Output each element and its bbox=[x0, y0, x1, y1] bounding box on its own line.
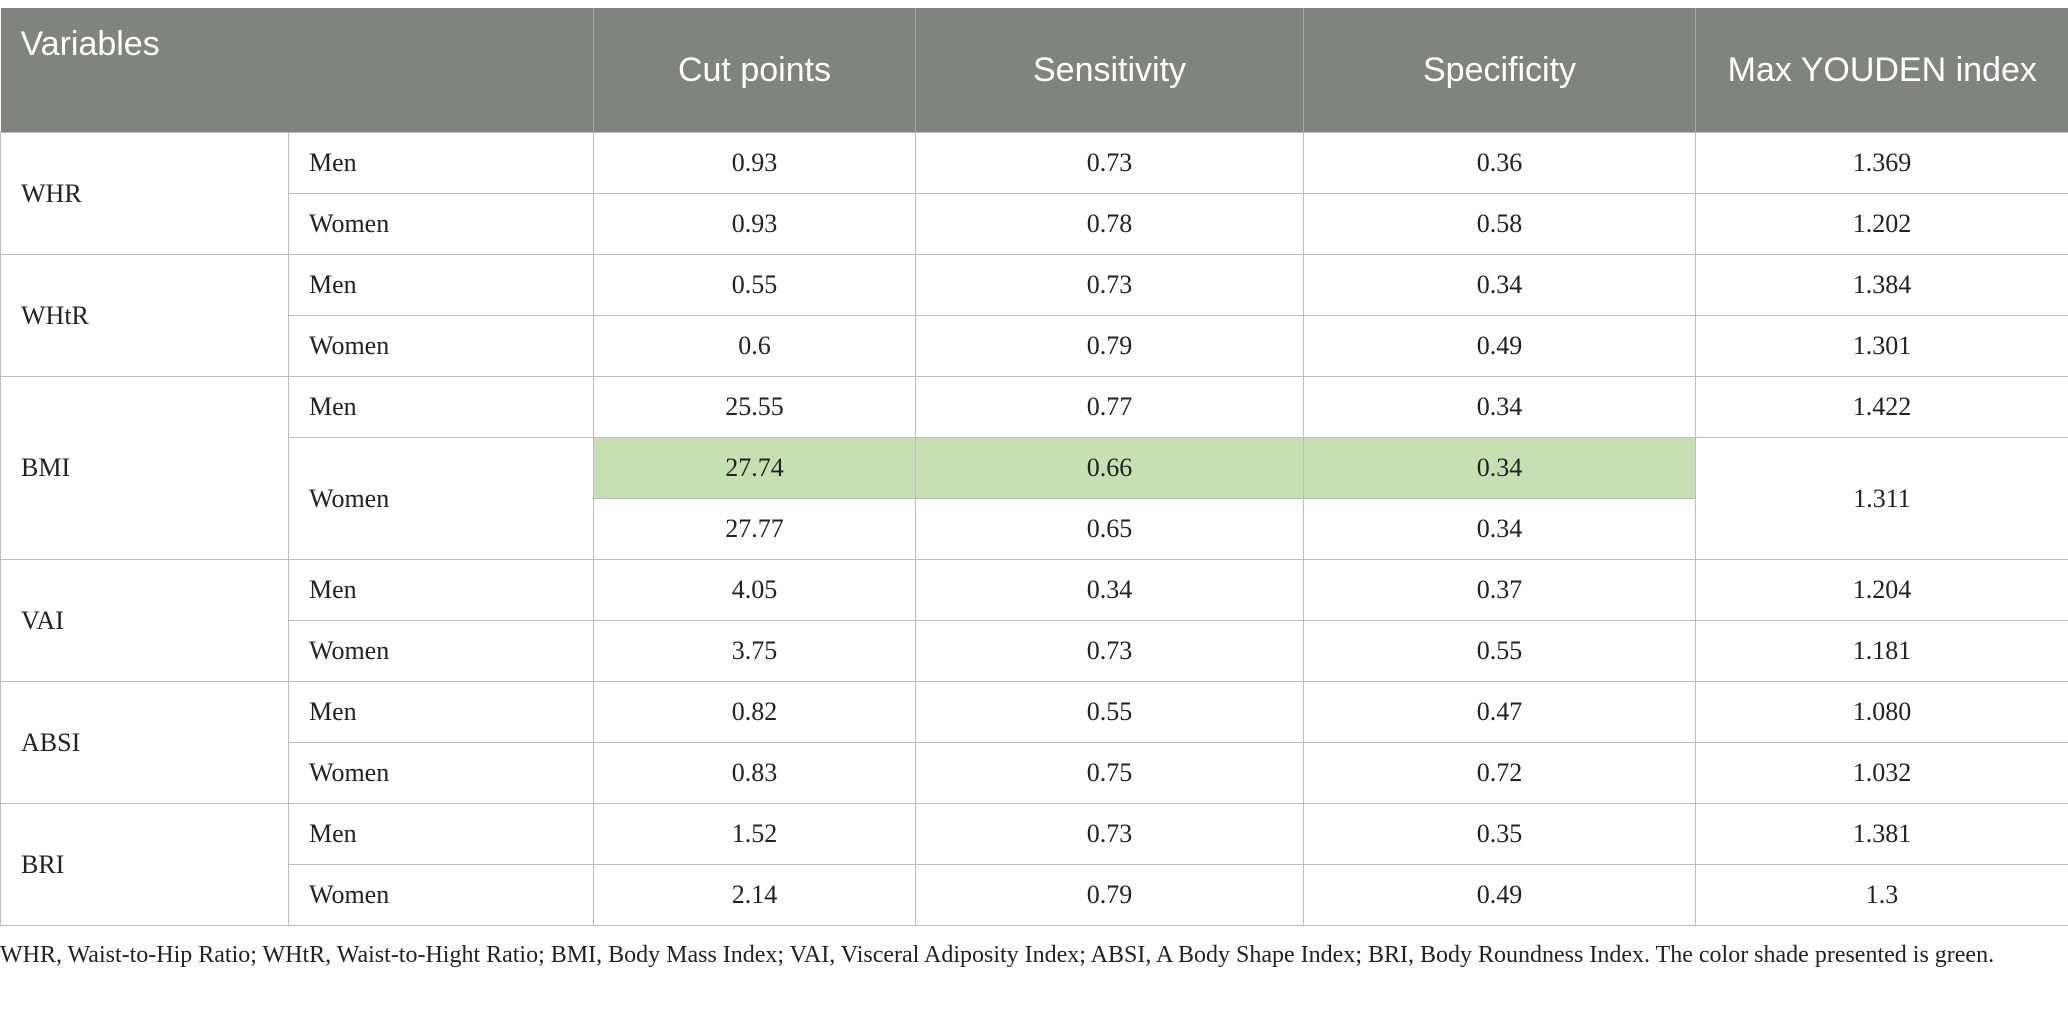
sensitivity-cell: 0.73 bbox=[915, 803, 1305, 865]
sensitivity-cell: 0.79 bbox=[915, 864, 1305, 926]
header-variables: Variables bbox=[0, 8, 595, 133]
specificity-cell: 0.34 bbox=[1303, 376, 1697, 438]
cut-point-cell: 0.93 bbox=[593, 132, 917, 194]
variable-cell: BMI bbox=[0, 376, 289, 560]
youden-cell: 1.204 bbox=[1695, 559, 2068, 621]
cut-point-cell: 4.05 bbox=[593, 559, 917, 621]
specificity-cell: 0.49 bbox=[1303, 864, 1697, 926]
table-row: WHtR Men 0.55 0.73 0.34 1.384 bbox=[0, 254, 2068, 377]
sensitivity-cell: 0.73 bbox=[915, 254, 1305, 316]
youden-cell: 1.080 bbox=[1695, 681, 2068, 743]
cut-points-table: Variables Cut points Sensitivity Specifi… bbox=[0, 8, 2068, 926]
specificity-cell: 0.55 bbox=[1303, 620, 1697, 682]
sensitivity-cell: 0.75 bbox=[915, 742, 1305, 804]
cut-point-cell: 3.75 bbox=[593, 620, 917, 682]
table-row-highlighted: Women 27.74 0.66 0.34 1.311 bbox=[1, 437, 2068, 560]
table-row: BMI Men 25.55 0.77 0.34 1.422 bbox=[0, 376, 2068, 560]
specificity-cell: 0.35 bbox=[1303, 803, 1697, 865]
youden-cell: 1.202 bbox=[1695, 193, 2068, 255]
sex-cell: Women bbox=[287, 620, 595, 682]
header-max-youden: Max YOUDEN index bbox=[1695, 8, 2068, 133]
cut-point-cell: 0.82 bbox=[593, 681, 917, 743]
specificity-cell: 0.34 bbox=[1303, 254, 1697, 316]
cut-point-cell: 0.93 bbox=[593, 193, 917, 255]
youden-cell: 1.311 bbox=[1695, 437, 2068, 560]
youden-cell: 1.3 bbox=[1695, 864, 2068, 926]
sex-cell: Women bbox=[287, 315, 595, 377]
cut-point-cell: 0.6 bbox=[593, 315, 917, 377]
specificity-cell: 0.34 bbox=[1303, 498, 1697, 560]
table-header-row: Variables Cut points Sensitivity Specifi… bbox=[0, 8, 2068, 133]
specificity-cell: 0.36 bbox=[1303, 132, 1697, 194]
cut-point-cell: 27.77 bbox=[593, 498, 917, 560]
cut-point-cell-highlighted: 27.74 bbox=[593, 437, 917, 499]
table-row: Women 2.14 0.79 0.49 1.3 bbox=[1, 864, 2068, 926]
cut-point-cell: 25.55 bbox=[593, 376, 917, 438]
specificity-cell: 0.47 bbox=[1303, 681, 1697, 743]
header-sensitivity: Sensitivity bbox=[915, 8, 1305, 133]
youden-cell: 1.369 bbox=[1695, 132, 2068, 194]
sensitivity-cell: 0.73 bbox=[915, 620, 1305, 682]
sex-cell: Men bbox=[287, 803, 595, 865]
header-cut-points: Cut points bbox=[593, 8, 917, 133]
sex-cell: Men bbox=[287, 132, 595, 194]
sex-cell: Men bbox=[287, 681, 595, 743]
youden-cell: 1.422 bbox=[1695, 376, 2068, 438]
variable-cell: BRI bbox=[0, 803, 289, 926]
specificity-cell: 0.37 bbox=[1303, 559, 1697, 621]
table-row: 27.77 0.65 0.34 bbox=[1, 498, 2068, 560]
cut-point-cell: 1.52 bbox=[593, 803, 917, 865]
specificity-cell: 0.49 bbox=[1303, 315, 1697, 377]
youden-cell: 1.381 bbox=[1695, 803, 2068, 865]
sensitivity-cell: 0.77 bbox=[915, 376, 1305, 438]
youden-cell: 1.181 bbox=[1695, 620, 2068, 682]
variable-cell: WHR bbox=[0, 132, 289, 255]
variable-cell: VAI bbox=[0, 559, 289, 682]
sex-cell: Men bbox=[287, 254, 595, 316]
table-row: ABSI Men 0.82 0.55 0.47 1.080 bbox=[0, 681, 2068, 804]
results-table-container: Variables Cut points Sensitivity Specifi… bbox=[0, 8, 2068, 968]
table-row: Women 0.93 0.78 0.58 1.202 bbox=[1, 193, 2068, 255]
sensitivity-cell: 0.34 bbox=[915, 559, 1305, 621]
sensitivity-cell: 0.78 bbox=[915, 193, 1305, 255]
youden-cell: 1.301 bbox=[1695, 315, 2068, 377]
sex-cell: Men bbox=[287, 559, 595, 621]
table-row: Women 3.75 0.73 0.55 1.181 bbox=[1, 620, 2068, 682]
variable-cell: WHtR bbox=[0, 254, 289, 377]
sex-cell: Women bbox=[287, 437, 595, 560]
cut-point-cell: 0.83 bbox=[593, 742, 917, 804]
sex-cell: Women bbox=[287, 864, 595, 926]
specificity-cell: 0.58 bbox=[1303, 193, 1697, 255]
youden-cell: 1.032 bbox=[1695, 742, 2068, 804]
sex-cell: Women bbox=[287, 742, 595, 804]
table-row: BRI Men 1.52 0.73 0.35 1.381 bbox=[0, 803, 2068, 926]
variable-cell: ABSI bbox=[0, 681, 289, 804]
sensitivity-cell: 0.79 bbox=[915, 315, 1305, 377]
sensitivity-cell-highlighted: 0.66 bbox=[915, 437, 1305, 499]
sex-cell: Men bbox=[287, 376, 595, 438]
table-row: Women 0.6 0.79 0.49 1.301 bbox=[1, 315, 2068, 377]
cut-point-cell: 0.55 bbox=[593, 254, 917, 316]
table-footnote: WHR, Waist-to-Hip Ratio; WHtR, Waist-to-… bbox=[0, 942, 1995, 968]
sex-cell: Women bbox=[287, 193, 595, 255]
specificity-cell: 0.72 bbox=[1303, 742, 1697, 804]
youden-cell: 1.384 bbox=[1695, 254, 2068, 316]
sensitivity-cell: 0.73 bbox=[915, 132, 1305, 194]
table-row: VAI Men 4.05 0.34 0.37 1.204 bbox=[0, 559, 2068, 682]
sensitivity-cell: 0.55 bbox=[915, 681, 1305, 743]
header-specificity: Specificity bbox=[1303, 8, 1697, 133]
cut-point-cell: 2.14 bbox=[593, 864, 917, 926]
table-row: Women 0.83 0.75 0.72 1.032 bbox=[1, 742, 2068, 804]
sensitivity-cell: 0.65 bbox=[915, 498, 1305, 560]
specificity-cell-highlighted: 0.34 bbox=[1303, 437, 1697, 499]
table-row: WHR Men 0.93 0.73 0.36 1.369 bbox=[0, 132, 2068, 255]
